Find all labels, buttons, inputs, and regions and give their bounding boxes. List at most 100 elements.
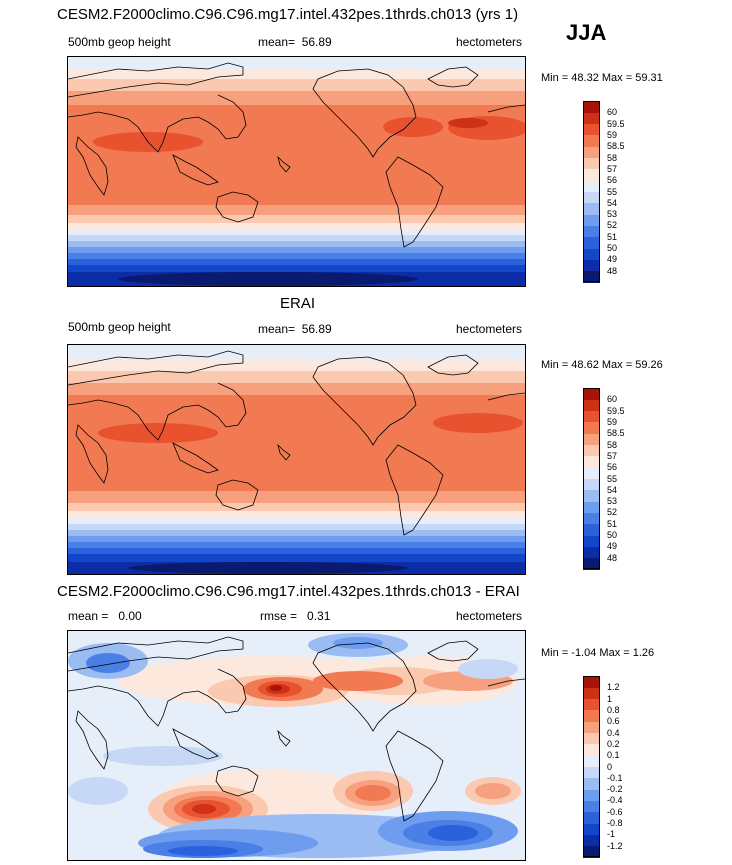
panel2-mean-value: 56.89 [301, 322, 332, 336]
colorbar-tick-label: -1 [607, 829, 616, 840]
panel3-map [68, 631, 525, 860]
colorbar-cell [583, 811, 600, 824]
panel1-mean-label: mean= [258, 35, 296, 49]
colorbar-tick-label: 48 [607, 265, 618, 276]
panel3-max-value: 1.26 [632, 647, 655, 659]
colorbar-cell [583, 676, 600, 688]
colorbar-tick-label: 1.2 [607, 682, 620, 693]
colorbar-cell [583, 777, 600, 790]
panel3-mean-value: 0.00 [118, 609, 142, 623]
map-band [68, 395, 525, 491]
colorbar-cell [583, 501, 600, 513]
coastlines [68, 62, 525, 248]
panel2-mean-label: mean= [258, 322, 296, 336]
panel3-mean-label: mean = [68, 609, 109, 623]
map-feature [103, 746, 223, 766]
panel3-min-label: Min = [541, 647, 569, 659]
colorbar-cell [583, 180, 600, 192]
panel1-map-frame [67, 56, 526, 287]
panel3-rmse: rmse = 0.31 [260, 609, 330, 623]
colorbar-cell [583, 455, 600, 468]
colorbar-tick-label: 59 [607, 129, 618, 140]
panel1-mean: mean= 56.89 [258, 35, 332, 49]
map-band [68, 524, 525, 530]
panel2-title: ERAI [280, 295, 316, 312]
colorbar-cell [583, 433, 600, 446]
colorbar-tick-label: -0.8 [607, 818, 623, 829]
colorbar-tick-label: 0 [607, 761, 613, 772]
colorbar-tick-label: 50 [607, 243, 618, 254]
panel2-map [68, 345, 525, 574]
map-feature [86, 653, 130, 673]
colorbar-cell [583, 732, 600, 745]
map-feature [333, 637, 383, 649]
colorbar-tick-label: 52 [607, 507, 618, 518]
colorbar-cell [583, 421, 600, 434]
colorbar-tick-label: 51 [607, 231, 618, 242]
map-feature [428, 825, 478, 841]
colorbar-cell [583, 112, 600, 125]
colorbar-tick-label: 54 [607, 197, 618, 208]
map-band [68, 57, 525, 69]
colorbar-frame [583, 101, 600, 282]
colorbar-cell [583, 489, 600, 502]
colorbar-tick-label: 58.5 [607, 141, 625, 152]
map-band [68, 530, 525, 536]
map-band [68, 253, 525, 259]
colorbar-cell [583, 766, 600, 779]
map-band [68, 69, 525, 79]
colorbar-cell [583, 478, 600, 491]
map-band [68, 235, 525, 241]
panel1-max-label: Max = [601, 72, 633, 84]
colorbar-tick-label: 0.1 [607, 750, 620, 761]
map-feature [270, 685, 282, 691]
colorbar-cell [583, 168, 600, 181]
panel3-rmse-label: rmse = [260, 609, 298, 623]
colorbar-tick-label: 54 [607, 484, 618, 495]
panel3-min-value: -1.04 [571, 647, 597, 659]
colorbar-cell [583, 101, 600, 113]
colorbar-tick-label: 57 [607, 450, 618, 461]
colorbar-cell [583, 444, 600, 457]
colorbar-tick-label: 0.6 [607, 716, 620, 727]
colorbar-tick-label: 51 [607, 518, 618, 529]
colorbar-cell [583, 698, 600, 711]
colorbar-tick-label: -0.6 [607, 806, 623, 817]
panel3-map-frame [67, 630, 526, 861]
colorbar-cell [583, 512, 600, 525]
map-band [68, 79, 525, 91]
map-band [68, 205, 525, 215]
colorbar-cell [583, 399, 600, 412]
map-band [68, 491, 525, 503]
map-band [68, 241, 525, 247]
colorbar-tick-label: 52 [607, 220, 618, 231]
panel2-min-value: 48.62 [571, 359, 599, 371]
colorbar-cell [583, 134, 600, 147]
colorbar-tick-label: 59 [607, 416, 618, 427]
colorbar-tick-label: -1.2 [607, 840, 623, 851]
panel1-min-label: Min = [541, 72, 569, 84]
map-band [68, 542, 525, 548]
map-band [68, 503, 525, 511]
panel1-max-value: 59.31 [635, 72, 663, 84]
colorbar-tick-label: -0.2 [607, 784, 623, 795]
colorbar-tick-label: 60 [607, 394, 618, 405]
map-band [68, 548, 525, 554]
map-band [68, 383, 525, 395]
panel1-mean-value: 56.89 [301, 35, 332, 49]
colorbar-tick-label: 53 [607, 209, 618, 220]
panel2-min-label: Min = [541, 359, 569, 371]
colorbar-tick-label: 59.5 [607, 405, 625, 416]
map-band [68, 215, 525, 223]
panel1-units: hectometers [456, 35, 523, 49]
colorbar-tick-label: -0.1 [607, 772, 623, 783]
colorbar-tick-label: 55 [607, 186, 618, 197]
panel3-units: hectometers [456, 609, 523, 623]
colorbar-cell [583, 388, 600, 400]
panel2-variable: 500mb geop height [68, 320, 171, 334]
colorbar-cell [583, 789, 600, 801]
colorbar-cell [583, 202, 600, 215]
colorbar-tick-label: 50 [607, 530, 618, 541]
map-band [68, 223, 525, 229]
